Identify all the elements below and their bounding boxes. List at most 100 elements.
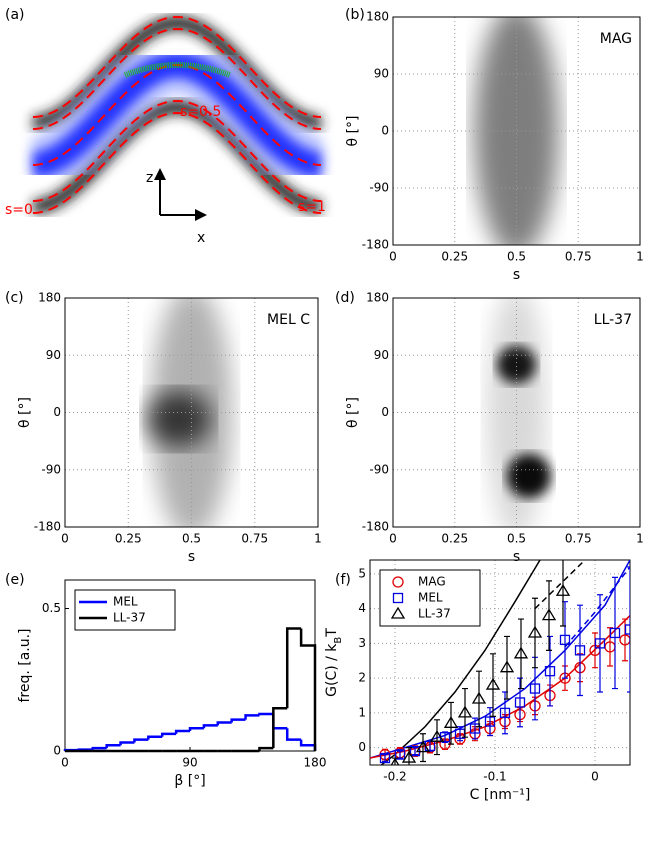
membrane-diagram xyxy=(31,15,323,221)
error-bar xyxy=(504,635,510,700)
marker xyxy=(379,752,391,764)
marker xyxy=(527,625,543,638)
x-tick-label: 0 xyxy=(61,756,69,770)
x-tick-label: 0.75 xyxy=(565,532,592,546)
diagram-label: s=0 xyxy=(5,202,33,218)
panel-annotation: MAG xyxy=(600,31,632,47)
y-tick-label: -90 xyxy=(369,181,389,195)
y-tick-label: 0 xyxy=(53,405,61,419)
plot-frame xyxy=(64,297,319,528)
dashed-line xyxy=(32,111,322,214)
marker xyxy=(443,716,459,728)
histogram-step xyxy=(230,718,246,723)
y-tick-label: 90 xyxy=(374,67,389,81)
marker xyxy=(394,749,406,760)
x-tick-label: 0.25 xyxy=(441,532,468,546)
x-tick-label: 0.25 xyxy=(115,532,142,546)
density xyxy=(145,298,232,527)
histogram-step xyxy=(133,738,149,743)
error-bar xyxy=(487,707,493,737)
marker xyxy=(390,606,406,619)
y-axis-label-part: T xyxy=(324,628,340,638)
marker xyxy=(514,697,526,708)
x-tick-label: 90 xyxy=(182,756,197,770)
marker xyxy=(429,729,445,742)
histogram-step xyxy=(299,628,317,751)
histogram-step xyxy=(258,746,274,751)
x-tick-label: 0.75 xyxy=(565,250,592,264)
marker xyxy=(499,660,515,673)
y-tick-label: 0 xyxy=(53,744,61,758)
error-bar xyxy=(490,653,496,717)
plot-area xyxy=(370,560,630,765)
histogram-step xyxy=(202,724,218,729)
marker xyxy=(541,608,557,621)
y-axis-label-part: B xyxy=(333,637,344,644)
x-tick-label: 0.5 xyxy=(507,250,526,264)
y-tick-label: -90 xyxy=(369,462,389,476)
marker xyxy=(401,750,417,763)
panel-label: (a) xyxy=(5,7,25,23)
y-axis-label: freq. [a.u.] xyxy=(17,628,33,702)
histogram-step xyxy=(258,712,274,716)
fit-line xyxy=(534,560,586,610)
density-blob xyxy=(506,453,552,499)
error-bar xyxy=(547,635,553,707)
x-tick-label: -0.2 xyxy=(383,770,406,784)
marker xyxy=(392,576,404,588)
x-tick-label: 1 xyxy=(636,532,644,546)
error-bar xyxy=(546,580,552,651)
x-axis-label: s xyxy=(188,549,195,565)
marker xyxy=(390,757,400,765)
marker xyxy=(469,723,481,734)
y-tick-label: 0 xyxy=(381,124,389,138)
error-bar xyxy=(597,594,603,693)
histogram-step xyxy=(216,721,232,726)
x-axis-label: s xyxy=(513,549,520,565)
marker xyxy=(574,645,586,656)
x-axis-label: s xyxy=(513,267,520,283)
y-axis-label: G(C) / kBT xyxy=(324,628,344,697)
y-tick-label: -180 xyxy=(362,238,389,252)
histogram-step xyxy=(244,714,260,720)
error-bar xyxy=(462,687,468,738)
histogram-step xyxy=(299,739,317,751)
y-tick-label: 3 xyxy=(358,636,366,650)
error-bar xyxy=(382,753,388,763)
histogram-step xyxy=(147,735,163,740)
error-bar xyxy=(472,717,478,740)
x-tick-label: 0.25 xyxy=(441,250,468,264)
panel-label: (b) xyxy=(345,7,365,23)
marker xyxy=(415,740,431,753)
y-tick-label: 0 xyxy=(358,740,366,754)
histogram-step xyxy=(119,741,135,746)
y-tick-label: 0 xyxy=(381,405,389,419)
y-tick-label: 4 xyxy=(358,601,366,615)
x-tick-label: 0 xyxy=(389,250,397,264)
marker xyxy=(513,646,529,659)
y-tick-label: 1 xyxy=(358,705,366,719)
y-tick-label: -180 xyxy=(34,520,61,534)
diagram-label: s=0.5 xyxy=(180,104,221,120)
fit-line xyxy=(370,615,630,759)
legend-box xyxy=(74,589,176,631)
arrow-head xyxy=(195,209,207,221)
panel-label: (e) xyxy=(5,572,25,588)
y-tick-label: 180 xyxy=(38,291,61,305)
y-tick-label: 90 xyxy=(46,348,61,362)
x-tick-label: 0 xyxy=(591,770,599,784)
error-bar xyxy=(420,733,426,763)
legend-box xyxy=(379,569,481,627)
y-axis-label: θ [°] xyxy=(345,397,361,428)
marker xyxy=(485,677,501,690)
y-tick-label: 90 xyxy=(374,348,389,362)
histogram-step xyxy=(188,726,204,732)
x-tick-label: 0 xyxy=(389,532,397,546)
marker xyxy=(457,705,473,718)
error-bar xyxy=(518,618,524,690)
diagram-label: z xyxy=(146,170,153,186)
legend-label: MEL xyxy=(418,591,443,605)
marker xyxy=(559,634,571,646)
marker xyxy=(392,592,404,604)
